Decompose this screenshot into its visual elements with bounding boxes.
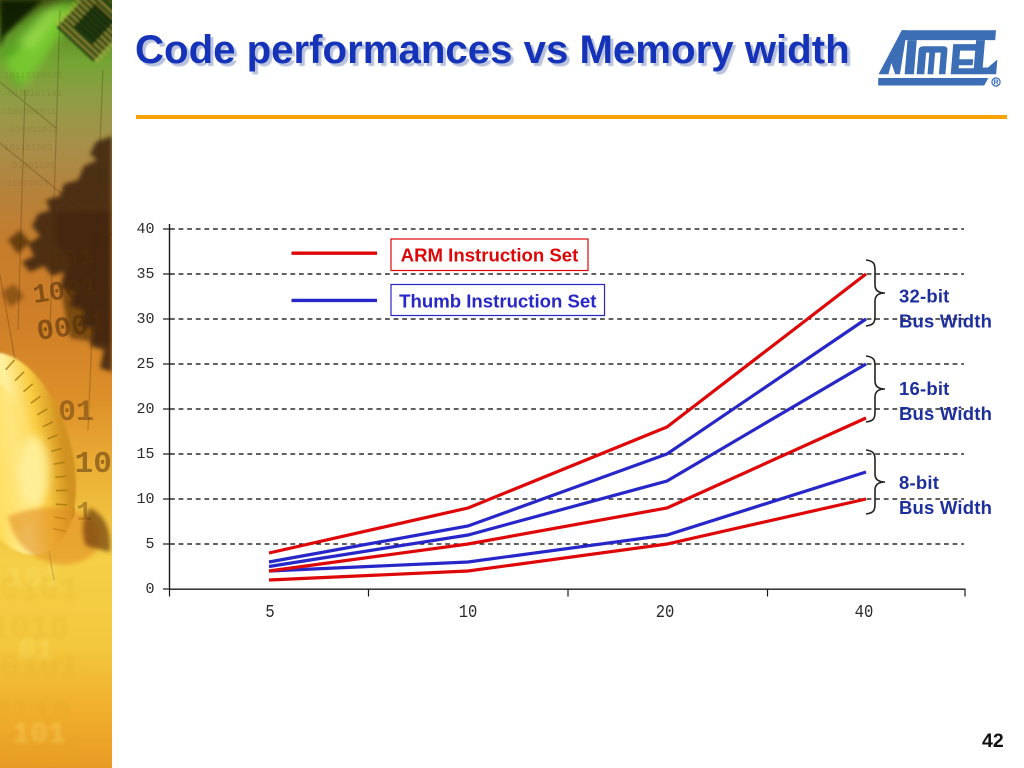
- svg-text:01001101: 01001101: [12, 161, 55, 171]
- svg-text:5: 5: [145, 536, 154, 553]
- svg-text:101: 101: [6, 562, 60, 596]
- svg-text:01: 01: [18, 634, 54, 668]
- svg-text:5: 5: [265, 603, 274, 624]
- svg-text:20: 20: [656, 603, 675, 624]
- svg-text:11010010: 11010010: [6, 179, 49, 189]
- svg-text:Bus Width: Bus Width: [899, 403, 992, 424]
- svg-text:0101: 0101: [2, 731, 81, 768]
- svg-text:0: 0: [145, 581, 154, 598]
- svg-text:10: 10: [136, 491, 154, 508]
- svg-text:Bus Width: Bus Width: [899, 311, 992, 332]
- svg-text:0100101101: 0100101101: [8, 89, 62, 99]
- svg-text:Thumb Instruction Set: Thumb Instruction Set: [399, 291, 596, 312]
- svg-text:32-bit: 32-bit: [899, 286, 950, 307]
- svg-text:0101: 0101: [0, 573, 79, 610]
- svg-text:40: 40: [136, 221, 154, 238]
- svg-text:101101001: 101101001: [4, 143, 53, 153]
- svg-text:0101: 0101: [0, 649, 79, 686]
- svg-text:ARM Instruction Set: ARM Instruction Set: [401, 245, 579, 266]
- svg-text:10: 10: [459, 603, 478, 624]
- svg-text:15: 15: [136, 446, 154, 463]
- svg-text:001: 001: [47, 242, 96, 278]
- svg-text:20: 20: [136, 401, 154, 418]
- svg-text:1101001011: 1101001011: [2, 107, 56, 117]
- svg-text:1010: 1010: [0, 611, 69, 648]
- svg-text:Bus Width: Bus Width: [899, 497, 992, 518]
- svg-text:8-bit: 8-bit: [899, 472, 939, 493]
- svg-text:010011010: 010011010: [10, 125, 59, 135]
- svg-text:R: R: [993, 78, 999, 87]
- svg-text:35: 35: [136, 266, 154, 283]
- svg-text:0110: 0110: [0, 695, 71, 732]
- svg-text:16-bit: 16-bit: [899, 378, 950, 399]
- svg-text:30: 30: [136, 311, 154, 328]
- svg-text:101: 101: [12, 718, 66, 752]
- svg-text:25: 25: [136, 356, 154, 373]
- svg-text:40: 40: [855, 603, 874, 624]
- svg-text:10110100101: 10110100101: [4, 71, 63, 81]
